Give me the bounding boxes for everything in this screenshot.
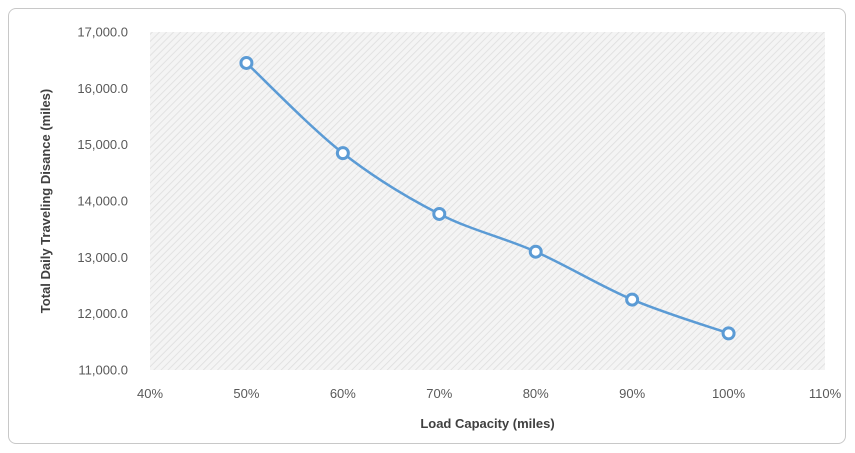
data-point-marker [528,244,543,259]
x-axis-title: Load Capacity (miles) [420,416,554,431]
y-tick-label: 11,000.0 [78,363,128,378]
data-point-marker [335,146,350,161]
plot-area [150,32,825,370]
x-tick-label: 70% [426,386,452,401]
x-tick-label: 60% [330,386,356,401]
data-point-marker [239,55,254,70]
data-point-marker [432,206,447,221]
x-axis-ticks: 40% 50% 60% 70% 80% 90% 100% 110% [137,386,842,401]
series-markers [239,55,736,341]
x-tick-label: 90% [619,386,645,401]
x-tick-label: 40% [137,386,163,401]
x-tick-label: 100% [712,386,746,401]
y-tick-label: 16,000.0 [77,81,128,96]
data-point-marker [721,326,736,341]
y-tick-label: 13,000.0 [77,250,128,265]
y-tick-label: 12,000.0 [77,306,128,321]
data-point-marker [625,292,640,307]
x-tick-label: 80% [523,386,549,401]
x-tick-label: 50% [233,386,259,401]
series-line [245,62,729,335]
y-axis-title: Total Daily Traveling Disance (miles) [38,89,53,313]
x-tick-label: 110% [809,386,842,401]
y-tick-label: 14,000.0 [77,194,128,209]
y-tick-label: 15,000.0 [77,137,128,152]
y-axis-ticks: 11,000.0 12,000.0 13,000.0 14,000.0 15,000.0… [77,25,128,378]
y-tick-label: 17,000.0 [77,25,128,40]
